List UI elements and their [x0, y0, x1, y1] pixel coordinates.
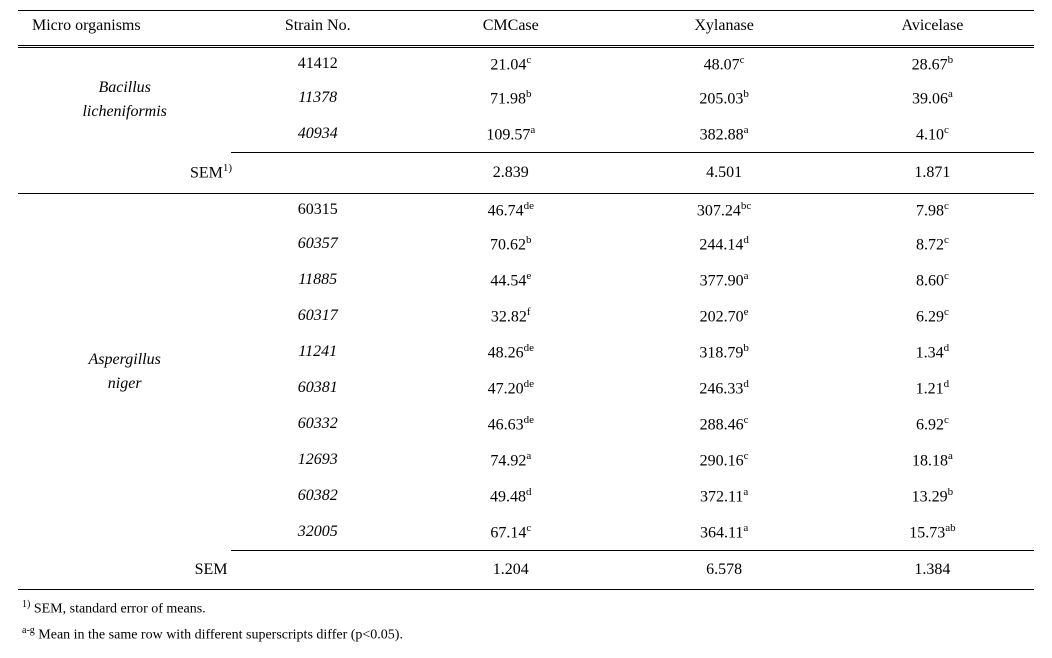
strain-cell: 60357: [231, 226, 404, 262]
footnote-1-text: SEM, standard error of means.: [30, 602, 205, 617]
sem1-xyl: 4.501: [617, 153, 830, 193]
xyl-cell: 290.16c: [617, 442, 830, 478]
sem2-avi: 1.384: [831, 550, 1034, 589]
strain-cell: 41412: [231, 47, 404, 81]
cmc-cell: 71.98b: [404, 80, 617, 116]
footnote-1: 1) SEM, standard error of means.: [22, 596, 1034, 622]
strain-cell: 11241: [231, 334, 404, 370]
cmc-cell: 44.54e: [404, 262, 617, 298]
header-avicelase: Avicelase: [831, 11, 1034, 47]
xyl-cell: 364.11a: [617, 514, 830, 551]
sem-label-1: SEM: [190, 165, 223, 182]
footnote-2-sup: a-g: [22, 625, 35, 636]
footnotes: 1) SEM, standard error of means. a-g Mea…: [18, 596, 1034, 648]
avi-cell: 1.21d: [831, 370, 1034, 406]
xyl-cell: 288.46c: [617, 406, 830, 442]
sem-row-1: SEM1) 2.839 4.501 1.871: [18, 153, 1034, 193]
cmc-cell: 109.57a: [404, 116, 617, 153]
sem-sup-1: 1): [223, 162, 232, 174]
cmc-cell: 49.48d: [404, 478, 617, 514]
cmc-cell: 70.62b: [404, 226, 617, 262]
xyl-cell: 307.24bc: [617, 193, 830, 226]
xyl-cell: 382.88a: [617, 116, 830, 153]
xyl-cell: 246.33d: [617, 370, 830, 406]
avi-cell: 8.72c: [831, 226, 1034, 262]
cmc-cell: 46.63de: [404, 406, 617, 442]
cmc-cell: 46.74de: [404, 193, 617, 226]
cmc-cell: 67.14c: [404, 514, 617, 551]
header-cmcase: CMCase: [404, 11, 617, 47]
header-organisms: Micro organisms: [18, 11, 231, 47]
header-xylanase: Xylanase: [617, 11, 830, 47]
strain-cell: 40934: [231, 116, 404, 153]
strain-cell: 60381: [231, 370, 404, 406]
cmc-cell: 74.92a: [404, 442, 617, 478]
table-header-row: Micro organisms Strain No. CMCase Xylana…: [18, 11, 1034, 47]
avi-cell: 8.60c: [831, 262, 1034, 298]
organism-cell: Bacilluslicheniformis: [18, 47, 231, 153]
avi-cell: 13.29b: [831, 478, 1034, 514]
strain-cell: 12693: [231, 442, 404, 478]
cmc-cell: 47.20de: [404, 370, 617, 406]
footnote-2: a-g Mean in the same row with different …: [22, 622, 1034, 648]
strain-cell: 11378: [231, 80, 404, 116]
avi-cell: 15.73ab: [831, 514, 1034, 551]
avi-cell: 6.92c: [831, 406, 1034, 442]
avi-cell: 1.34d: [831, 334, 1034, 370]
strain-cell: 60382: [231, 478, 404, 514]
footnote-2-text: Mean in the same row with different supe…: [35, 627, 403, 642]
avi-cell: 4.10c: [831, 116, 1034, 153]
xyl-cell: 377.90a: [617, 262, 830, 298]
sem1-cmc: 2.839: [404, 153, 617, 193]
strain-cell: 11885: [231, 262, 404, 298]
header-strain: Strain No.: [231, 11, 404, 47]
xyl-cell: 318.79b: [617, 334, 830, 370]
avi-cell: 18.18a: [831, 442, 1034, 478]
table-row: Bacilluslicheniformis4141221.04c48.07c28…: [18, 47, 1034, 81]
strain-cell: 32005: [231, 514, 404, 551]
xyl-cell: 48.07c: [617, 47, 830, 81]
strain-cell: 60332: [231, 406, 404, 442]
sem2-cmc: 1.204: [404, 550, 617, 589]
sem-label-2: SEM: [18, 550, 404, 589]
avi-cell: 39.06a: [831, 80, 1034, 116]
sem1-avi: 1.871: [831, 153, 1034, 193]
strain-cell: 60315: [231, 193, 404, 226]
sem2-xyl: 6.578: [617, 550, 830, 589]
avi-cell: 28.67b: [831, 47, 1034, 81]
cmc-cell: 48.26de: [404, 334, 617, 370]
avi-cell: 6.29c: [831, 298, 1034, 334]
xyl-cell: 202.70e: [617, 298, 830, 334]
enzyme-activity-table: Micro organisms Strain No. CMCase Xylana…: [18, 10, 1034, 590]
strain-cell: 60317: [231, 298, 404, 334]
organism-cell: Aspergillusniger: [18, 193, 231, 550]
cmc-cell: 32.82f: [404, 298, 617, 334]
sem-row-2: SEM 1.204 6.578 1.384: [18, 550, 1034, 589]
cmc-cell: 21.04c: [404, 47, 617, 81]
xyl-cell: 244.14d: [617, 226, 830, 262]
xyl-cell: 372.11a: [617, 478, 830, 514]
table-row: Aspergillusniger6031546.74de307.24bc7.98…: [18, 193, 1034, 226]
avi-cell: 7.98c: [831, 193, 1034, 226]
xyl-cell: 205.03b: [617, 80, 830, 116]
